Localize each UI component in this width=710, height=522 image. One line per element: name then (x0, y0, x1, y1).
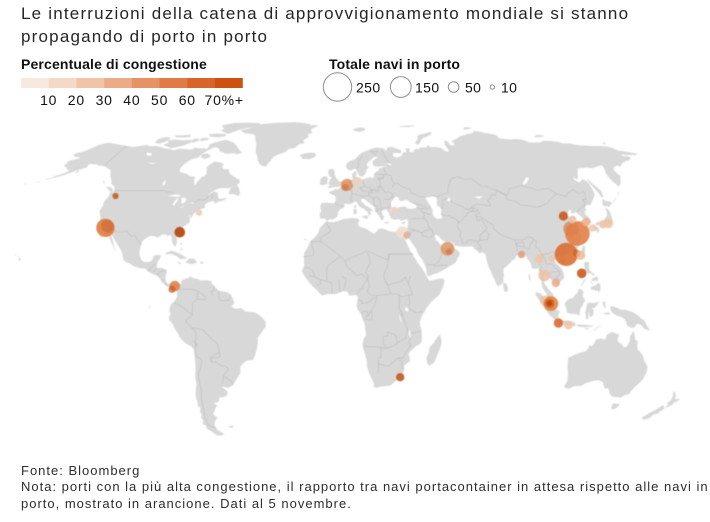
svg-text:250: 250 (356, 80, 381, 96)
svg-text:50: 50 (465, 80, 481, 96)
svg-text:10: 10 (501, 80, 517, 96)
svg-text:150: 150 (415, 80, 440, 96)
